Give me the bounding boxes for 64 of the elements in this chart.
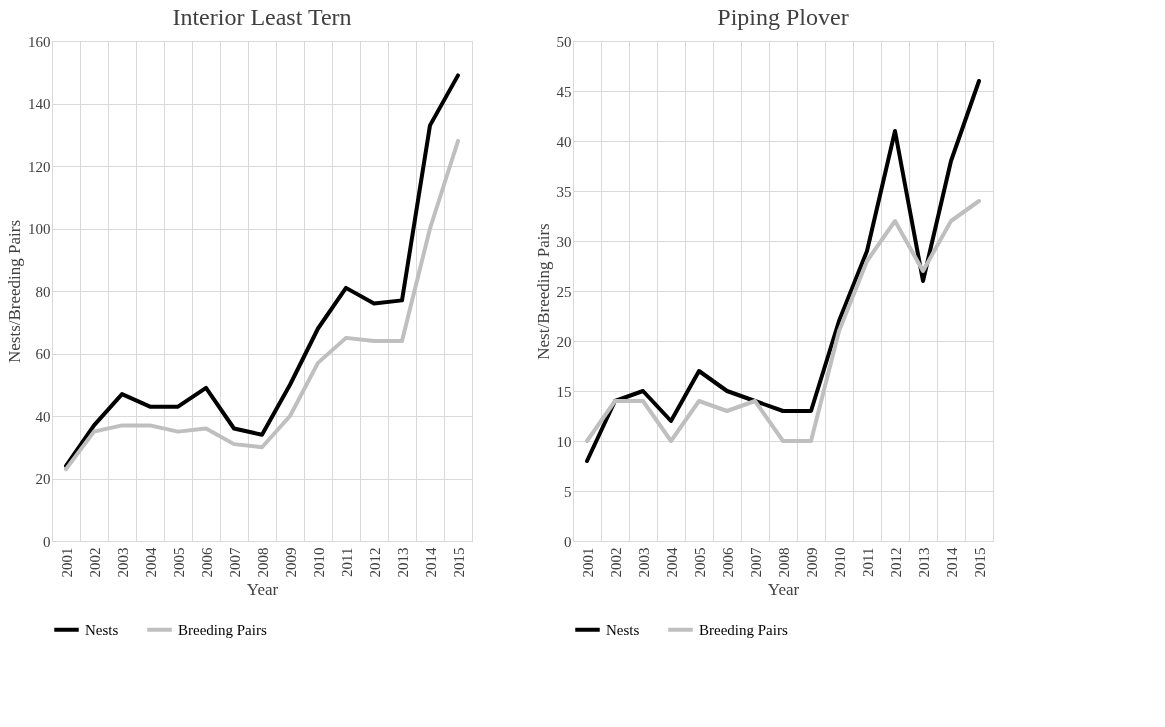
x-tick-label: 2010 bbox=[310, 547, 327, 578]
y-tick-label: 0 bbox=[43, 533, 51, 550]
legend-label: Breeding Pairs bbox=[178, 621, 267, 638]
x-axis-title: Year bbox=[246, 579, 279, 599]
x-tick-label: 2009 bbox=[282, 547, 299, 578]
y-tick-label: 25 bbox=[556, 283, 572, 300]
x-axis-title: Year bbox=[767, 579, 800, 599]
x-tick-label: 2004 bbox=[663, 547, 680, 578]
x-tick-label: 2011 bbox=[859, 547, 876, 577]
y-tick-label: 160 bbox=[28, 33, 51, 50]
legend-label: Nests bbox=[85, 621, 119, 638]
x-tick-label: 2013 bbox=[394, 547, 411, 578]
y-tick-label: 15 bbox=[556, 383, 572, 400]
x-tick-label: 2015 bbox=[971, 547, 988, 578]
x-tick-label: 2015 bbox=[450, 547, 467, 578]
y-tick-label: 40 bbox=[556, 133, 572, 150]
y-tick-label: 0 bbox=[564, 533, 572, 550]
line-series bbox=[64, 139, 460, 472]
y-tick-label: 5 bbox=[564, 483, 572, 500]
x-tick-label: 2008 bbox=[775, 547, 792, 578]
y-tick-label: 20 bbox=[35, 471, 51, 487]
x-tick-label: 2011 bbox=[338, 547, 355, 577]
x-tick-label: 2007 bbox=[226, 547, 243, 578]
x-tick-label: 2002 bbox=[86, 547, 103, 578]
x-tick-label: 2006 bbox=[198, 547, 215, 578]
line-series bbox=[585, 199, 981, 443]
x-tick-label: 2009 bbox=[803, 547, 820, 578]
x-tick-label: 2001 bbox=[58, 547, 75, 578]
y-tick-label: 10 bbox=[556, 433, 572, 450]
x-tick-label: 2003 bbox=[114, 547, 131, 578]
chart-title: Piping Plover bbox=[717, 4, 849, 30]
x-tick-label: 2014 bbox=[943, 547, 960, 578]
y-tick-label: 140 bbox=[28, 96, 51, 112]
y-tick-label: 30 bbox=[556, 233, 572, 250]
y-tick-label: 120 bbox=[28, 158, 51, 175]
x-tick-label: 2003 bbox=[635, 547, 652, 578]
y-tick-label: 35 bbox=[556, 183, 572, 200]
y-tick-label: 20 bbox=[556, 333, 572, 350]
legend-label: Breeding Pairs bbox=[699, 621, 788, 638]
y-tick-label: 100 bbox=[28, 221, 51, 237]
x-tick-label: 2006 bbox=[719, 547, 736, 578]
legend-label: Nests bbox=[606, 621, 640, 638]
y-tick-label: 80 bbox=[35, 283, 51, 300]
x-tick-label: 2010 bbox=[831, 547, 848, 578]
x-tick-label: 2008 bbox=[254, 547, 271, 578]
x-tick-label: 2012 bbox=[887, 547, 904, 578]
y-tick-label: 50 bbox=[556, 33, 572, 50]
x-tick-label: 2005 bbox=[691, 547, 708, 578]
y-axis-title: Nest/Breeding Pairs bbox=[533, 223, 553, 360]
x-tick-label: 2014 bbox=[422, 547, 439, 578]
y-tick-label: 45 bbox=[556, 83, 572, 100]
chart-title: Interior Least Tern bbox=[172, 4, 352, 30]
x-tick-label: 2007 bbox=[747, 547, 764, 578]
line-series bbox=[585, 79, 981, 463]
y-tick-label: 60 bbox=[35, 346, 51, 362]
y-tick-label: 40 bbox=[35, 408, 51, 425]
x-tick-label: 2001 bbox=[579, 547, 596, 578]
x-tick-label: 2002 bbox=[607, 547, 624, 578]
y-axis-title: Nests/Breeding Pairs bbox=[5, 219, 24, 364]
x-tick-label: 2004 bbox=[142, 547, 159, 578]
line-series bbox=[64, 73, 460, 468]
x-tick-label: 2013 bbox=[915, 547, 932, 578]
x-tick-label: 2012 bbox=[366, 547, 383, 578]
x-tick-label: 2005 bbox=[170, 547, 187, 578]
